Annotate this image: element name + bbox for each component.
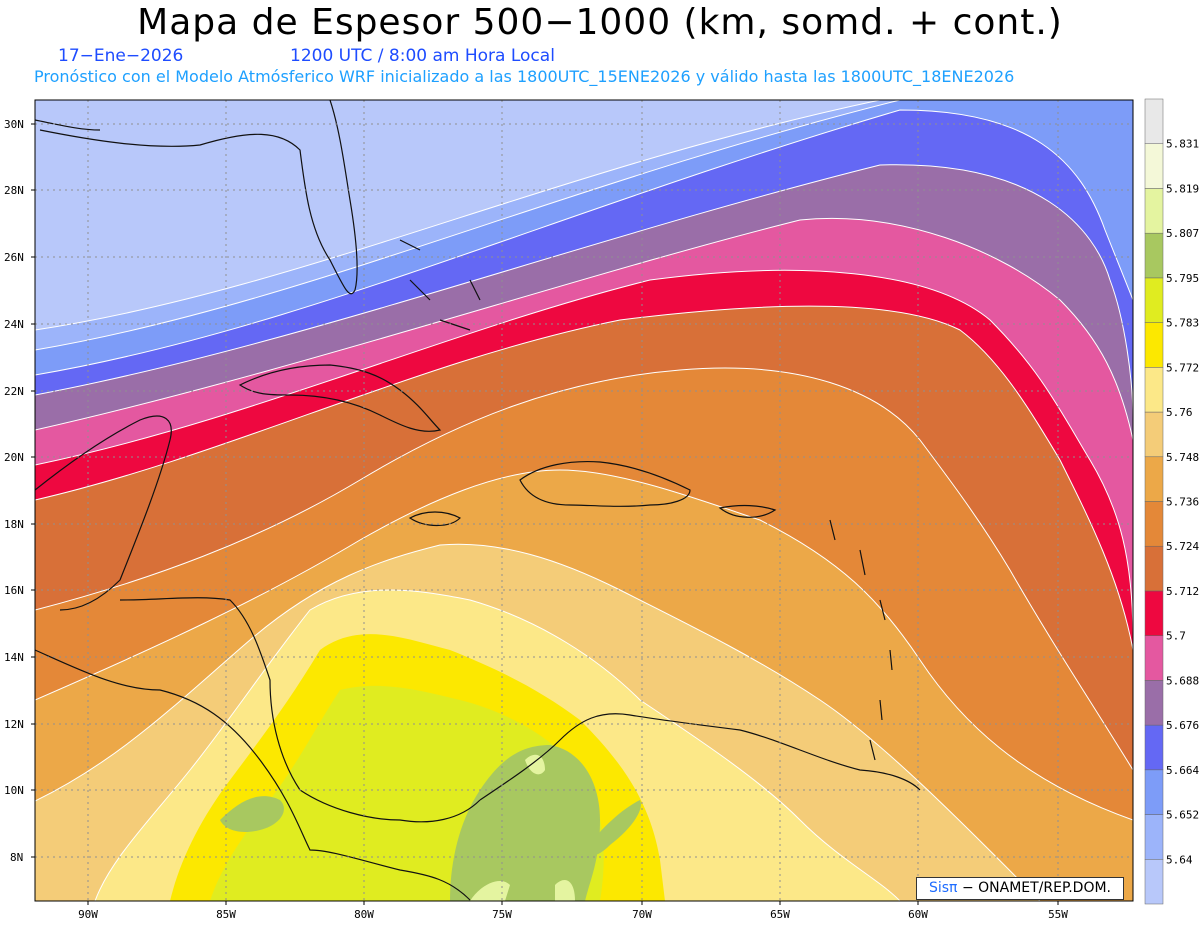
map-frame	[34, 99, 1134, 902]
central-america-caribbean	[119, 597, 481, 823]
lon-label: 90W	[78, 908, 98, 921]
forecast-info: Pronóstico con el Modelo Atmósferico WRF…	[34, 67, 1015, 86]
lon-label: 55W	[1048, 908, 1068, 921]
lat-label: 28N	[4, 184, 24, 197]
legend-swatch	[1144, 635, 1164, 681]
graticule	[35, 100, 1133, 901]
legend-swatch	[1144, 859, 1164, 905]
legend-swatch	[1144, 232, 1164, 279]
valid-time: 1200 UTC / 8:00 am Hora Local	[290, 46, 555, 66]
coastlines	[35, 100, 921, 901]
lat-label: 14N	[4, 651, 24, 664]
legend-swatch	[1144, 322, 1164, 368]
legend-level-label: 5.664	[1166, 764, 1199, 777]
legend-level-label: 5.783	[1166, 317, 1199, 330]
lon-label: 70W	[632, 908, 652, 921]
legend-swatch	[1144, 456, 1164, 502]
legend-swatch	[1144, 501, 1164, 547]
legend-level-label: 5.688	[1166, 674, 1199, 687]
contour-lines	[35, 100, 1133, 901]
lat-label: 20N	[4, 451, 24, 464]
gulf-coast	[35, 119, 101, 131]
lon-label: 60W	[908, 908, 928, 921]
color-legend: 5.64 5.652 5.664 5.676 5.688 5.7 5.712 5.724 5.7…	[1144, 98, 1199, 905]
puerto-rico-coast	[718, 504, 777, 518]
valid-date: 17−Ene−2026	[58, 46, 184, 66]
legend-swatch	[1144, 590, 1164, 636]
legend-level-label: 5.807	[1166, 227, 1199, 240]
legend-swatch	[1144, 814, 1164, 860]
legend-swatch	[1144, 769, 1164, 815]
legend-swatch	[1144, 724, 1164, 771]
hispaniola-coast	[519, 461, 691, 507]
lat-label: 30N	[4, 118, 24, 131]
legend-level-label: 5.7	[1166, 630, 1186, 643]
lat-label: 12N	[4, 718, 24, 731]
legend-level-label: 5.724	[1166, 540, 1199, 553]
legend-level-label: 5.676	[1166, 719, 1199, 732]
filled-contours	[35, 100, 1133, 901]
lon-label: 80W	[354, 908, 374, 921]
legend-level-label: 5.64	[1166, 853, 1193, 866]
lesser-antilles	[829, 519, 893, 761]
cuba-coast	[238, 364, 442, 432]
lat-label: 24N	[4, 318, 24, 331]
legend-swatch	[1144, 411, 1164, 458]
map-title: Mapa de Espesor 500−1000 (km, somd. + co…	[137, 2, 1063, 43]
bahamas	[399, 239, 481, 331]
legend-swatch	[1144, 545, 1164, 592]
florida-coast	[39, 100, 358, 295]
lat-label: 8N	[10, 851, 23, 864]
lon-axis: 90W 85W 80W 75W 70W 65W 60W 55W	[78, 901, 1068, 921]
legend-level-label: 5.652	[1166, 809, 1199, 822]
south-america-coast	[479, 713, 921, 801]
lon-label: 75W	[492, 908, 512, 921]
sispi-logo: Sisπ	[928, 880, 958, 896]
lat-label: 26N	[4, 251, 24, 264]
legend-level-label: 5.795	[1166, 272, 1199, 285]
lat-label: 18N	[4, 518, 24, 531]
legend-swatch	[1144, 680, 1164, 726]
central-america-coast	[35, 649, 471, 901]
legend-level-label: 5.736	[1166, 496, 1199, 509]
legend-level-label: 5.819	[1166, 182, 1199, 195]
lat-axis: 30N 28N 26N 24N 22N 20N 18N 16N 14N 12N …	[4, 118, 35, 864]
legend-level-label: 5.748	[1166, 451, 1199, 464]
legend-swatch	[1144, 98, 1164, 144]
credit-org: − ONAMET/REP.DOM.	[961, 880, 1111, 896]
legend-level-label: 5.772	[1166, 361, 1199, 374]
lon-label: 65W	[770, 908, 790, 921]
legend-swatch	[1144, 143, 1164, 189]
lat-label: 16N	[4, 584, 24, 597]
legend-swatch	[1144, 188, 1164, 234]
legend-swatch	[1144, 367, 1164, 413]
legend-level-label: 5.76	[1166, 406, 1193, 419]
lat-label: 10N	[4, 784, 24, 797]
lon-label: 85W	[216, 908, 236, 921]
legend-level-label: 5.712	[1166, 585, 1199, 598]
legend-level-label: 5.831	[1166, 138, 1199, 151]
credit-box: Sisπ − ONAMET/REP.DOM.	[916, 877, 1124, 900]
lat-label: 22N	[4, 385, 24, 398]
legend-swatch	[1144, 277, 1164, 323]
